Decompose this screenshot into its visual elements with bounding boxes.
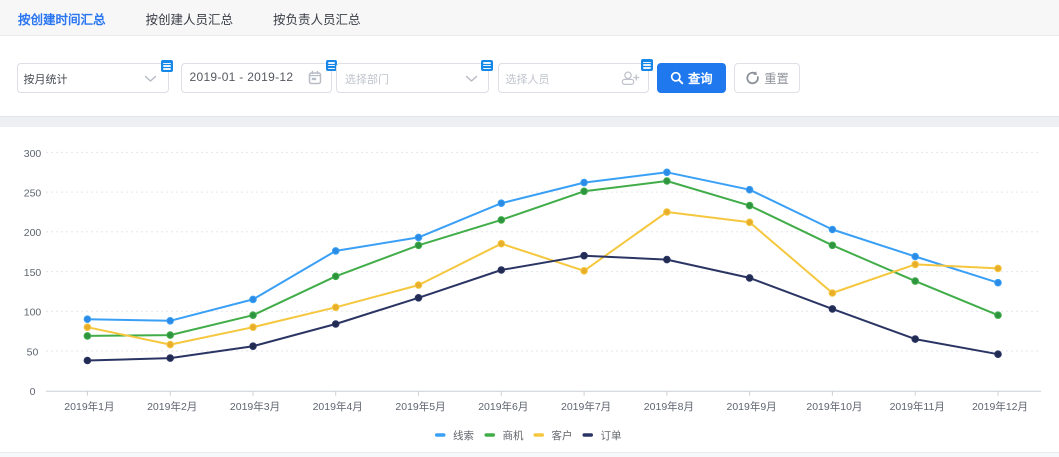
svg-text:2019年7月: 2019年7月: [561, 400, 611, 413]
svg-text:2019年9月: 2019年9月: [726, 400, 776, 413]
svg-text:2019年4月: 2019年4月: [313, 400, 363, 413]
svg-text:100: 100: [24, 307, 42, 319]
svg-text:150: 150: [24, 267, 42, 279]
svg-text:2019年8月: 2019年8月: [644, 400, 694, 413]
svg-text:0: 0: [30, 386, 36, 398]
svg-text:客户: 客户: [552, 429, 573, 442]
svg-text:2019年2月: 2019年2月: [147, 400, 197, 413]
svg-text:300: 300: [24, 148, 42, 160]
svg-text:200: 200: [24, 227, 42, 239]
svg-text:250: 250: [24, 188, 42, 200]
svg-text:2019年6月: 2019年6月: [478, 400, 528, 413]
svg-text:2019年11月: 2019年11月: [890, 400, 945, 413]
svg-text:线索: 线索: [453, 429, 474, 442]
svg-text:50: 50: [27, 346, 39, 358]
svg-text:2019年5月: 2019年5月: [395, 400, 445, 413]
svg-text:2019年10月: 2019年10月: [806, 400, 862, 413]
svg-text:订单: 订单: [601, 430, 622, 442]
svg-text:商机: 商机: [503, 429, 524, 442]
svg-text:2019年3月: 2019年3月: [230, 400, 280, 413]
svg-text:2019年1月: 2019年1月: [64, 400, 114, 413]
svg-text:2019年12月: 2019年12月: [972, 400, 1028, 413]
